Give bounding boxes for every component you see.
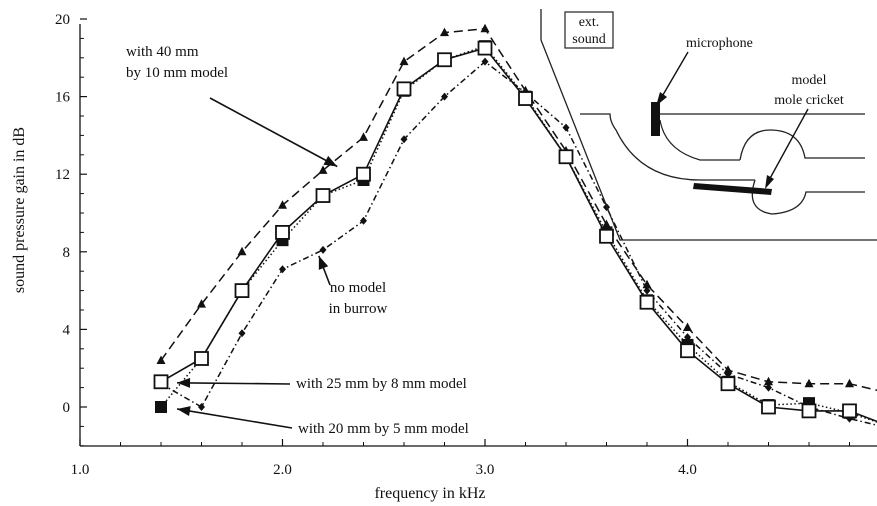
point-noModel [239,329,246,337]
x-tick-label-2.0: 2.0 [273,462,292,478]
inset-model-label-line-1: model [792,73,827,88]
series-model40x10 [157,24,877,397]
point-model25x8 [560,150,573,163]
point-model25x8 [155,375,168,388]
annotations: with 40 mm by 10 mm model no model in burro… [126,44,469,437]
annotation-40mm-arrow-line [210,98,337,167]
annotation-40mm-line-1: with 40 mm [126,44,199,60]
series-line-model40x10 [161,29,877,394]
point-model40x10 [845,379,854,388]
y-tick-label-20: 20 [55,12,70,28]
inset-bulb [740,130,865,160]
annotation-20mm-arrow-head [177,406,191,416]
inset-model-bar [693,183,772,195]
point-model25x8 [600,230,613,243]
series-model20x5 [155,40,877,432]
annotation-25mm-arrow-line [177,383,290,384]
annotation-40mm-arrow-head [323,156,337,167]
point-model25x8 [357,168,370,181]
x-tick-label-1.0: 1.0 [71,462,90,478]
inset-microphone-arrow [660,52,688,100]
annotation-no-model-arrow-head [319,256,328,270]
point-model25x8 [195,352,208,365]
annotation-no-model-line-1: no model [330,280,386,296]
x-tick-label-4.0: 4.0 [678,462,697,478]
annotation-20mm-arrow-line [177,409,292,428]
point-noModel [198,403,205,411]
annotation-25mm-line-1: with 25 mm by 8 mm model [296,376,467,392]
inset-ext-sound-line-2: sound [572,32,605,47]
x-tick-label-3.0: 3.0 [476,462,495,478]
point-model25x8 [438,53,451,66]
x-axis-label: frequency in kHz [374,485,485,502]
inset-microphone [651,102,660,136]
point-model25x8 [479,42,492,55]
inset-model-arrowhead [765,175,774,189]
point-model40x10 [683,322,692,331]
inset-burrow-inner-wall [660,120,740,160]
point-model25x8 [519,92,532,105]
point-model25x8 [236,284,249,297]
annotation-20mm-line-1: with 20 mm by 5 mm model [298,421,469,437]
inset-ext-sound-line-1: ext. [579,15,600,30]
point-model25x8 [398,82,411,95]
point-model25x8 [317,189,330,202]
point-model40x10 [359,132,368,141]
point-model25x8 [843,404,856,417]
point-model25x8 [803,404,816,417]
inset-model-label-line-2: mole cricket [774,93,844,108]
point-model20x5 [155,401,167,413]
point-model25x8 [722,377,735,390]
point-model25x8 [641,296,654,309]
point-model25x8 [276,226,289,239]
annotation-25mm-arrow-head [177,378,190,388]
inset-microphone-label: microphone [686,36,753,51]
point-noModel [320,246,327,254]
inset-microphone-arrowhead [656,92,667,106]
point-model25x8 [762,401,775,414]
point-model40x10 [319,165,328,174]
point-noModel [563,124,570,132]
annotation-no-model-line-2: in burrow [329,301,388,317]
inset-burrow-upper-wall [580,114,755,180]
series-model25x8 [155,42,877,433]
point-model25x8 [681,344,694,357]
annotation-40mm-line-2: by 10 mm model [126,65,228,81]
series-line-noModel [161,62,877,429]
point-noModel [360,217,367,225]
y-tick-label-16: 16 [55,90,71,106]
y-tick-label-4: 4 [63,322,71,338]
point-model40x10 [400,57,409,66]
series-layer [155,24,877,433]
point-model40x10 [724,365,733,374]
y-tick-label-12: 12 [55,167,70,183]
inset-model-arrow [768,109,808,182]
y-tick-label-0: 0 [63,400,71,416]
y-tick-label-8: 8 [63,245,71,261]
y-axis-label: sound pressure gain in dB [11,127,28,293]
point-model40x10 [481,24,490,33]
inset-bulb-lower [752,180,865,214]
